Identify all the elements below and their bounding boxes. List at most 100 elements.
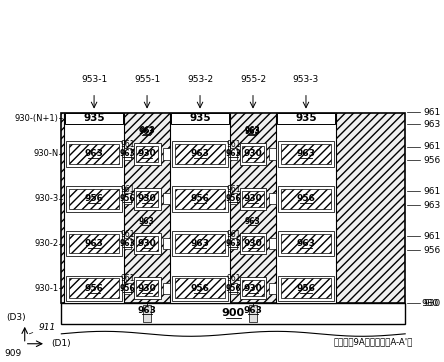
Bar <box>230 283 237 294</box>
Text: 963: 963 <box>226 150 241 159</box>
Text: 961: 961 <box>226 230 241 239</box>
Text: 961: 961 <box>120 274 135 283</box>
Text: 935: 935 <box>189 113 211 123</box>
Text: 961: 961 <box>424 108 441 117</box>
Bar <box>239 233 266 254</box>
Text: 909: 909 <box>4 349 22 358</box>
Bar <box>175 144 225 164</box>
Bar <box>134 233 161 254</box>
Text: 953-3: 953-3 <box>293 75 319 84</box>
Text: 953-1: 953-1 <box>81 75 107 84</box>
Text: 935: 935 <box>83 113 105 123</box>
Bar <box>230 238 237 249</box>
Bar <box>163 148 170 160</box>
Text: 930-N: 930-N <box>33 150 59 159</box>
Text: 930: 930 <box>421 299 439 308</box>
Bar <box>239 143 266 165</box>
Text: 963: 963 <box>85 150 103 159</box>
Text: 956: 956 <box>226 284 241 293</box>
Text: 956: 956 <box>190 284 210 293</box>
Text: 963: 963 <box>119 239 135 248</box>
Bar <box>175 234 225 253</box>
Text: 935: 935 <box>295 113 317 123</box>
Text: 961: 961 <box>120 185 135 194</box>
Bar <box>278 231 334 256</box>
Text: 961: 961 <box>120 230 135 239</box>
Bar <box>239 278 266 299</box>
Text: 955-1: 955-1 <box>134 75 160 84</box>
Text: 956: 956 <box>424 156 441 165</box>
Bar <box>134 278 161 299</box>
Text: 953-2: 953-2 <box>187 75 213 84</box>
Bar <box>69 278 119 298</box>
Bar <box>277 113 335 124</box>
Text: 930-2: 930-2 <box>34 239 59 248</box>
Bar <box>276 113 336 303</box>
Text: 930-3: 930-3 <box>34 194 59 203</box>
Bar <box>230 148 237 160</box>
Text: 961: 961 <box>424 142 441 151</box>
Text: 963: 963 <box>226 239 241 248</box>
Text: 961: 961 <box>226 274 241 283</box>
Bar <box>270 193 276 205</box>
Text: 930-(N+1): 930-(N+1) <box>15 114 59 123</box>
Text: 930: 930 <box>244 150 262 159</box>
Bar <box>242 191 264 207</box>
Text: 961: 961 <box>424 232 441 241</box>
Text: 930: 930 <box>244 194 262 203</box>
Text: 961: 961 <box>226 185 241 194</box>
Text: 956: 956 <box>119 284 135 293</box>
Bar <box>134 143 161 165</box>
Text: 963: 963 <box>424 120 441 129</box>
Text: 930: 930 <box>138 194 156 203</box>
Bar <box>270 148 276 160</box>
Bar <box>163 193 170 205</box>
Text: (D3): (D3) <box>6 313 26 322</box>
Bar <box>270 238 276 249</box>
Bar <box>136 191 158 207</box>
Bar <box>239 188 266 210</box>
Text: 963: 963 <box>424 201 441 210</box>
Text: 963: 963 <box>297 239 315 248</box>
Text: 956: 956 <box>85 284 103 293</box>
Bar <box>66 141 122 167</box>
Bar <box>249 305 257 322</box>
Bar <box>278 186 334 211</box>
Bar <box>172 186 228 211</box>
Text: 930: 930 <box>244 284 262 293</box>
Text: 963: 963 <box>190 239 210 248</box>
Text: 930: 930 <box>138 239 156 248</box>
Bar <box>69 234 119 253</box>
Bar <box>64 113 124 303</box>
Text: 963: 963 <box>119 150 135 159</box>
Text: 963: 963 <box>139 126 155 135</box>
Text: (D1): (D1) <box>52 339 71 348</box>
Bar <box>281 278 331 298</box>
Bar <box>175 189 225 209</box>
Bar <box>172 141 228 167</box>
Text: 956: 956 <box>297 284 315 293</box>
Bar <box>65 113 123 124</box>
Bar <box>136 146 158 162</box>
Bar <box>61 303 405 324</box>
Bar <box>170 113 230 303</box>
Bar <box>163 238 170 249</box>
Bar <box>172 275 228 301</box>
Text: 911: 911 <box>29 323 56 334</box>
Bar <box>124 193 131 205</box>
Text: 963: 963 <box>244 216 260 226</box>
Text: 956: 956 <box>190 194 210 203</box>
Text: 961: 961 <box>226 140 241 149</box>
Text: 930-1: 930-1 <box>34 284 59 293</box>
Bar <box>136 281 158 296</box>
Text: 963: 963 <box>245 126 261 135</box>
Text: 961: 961 <box>120 140 135 149</box>
Bar <box>143 305 151 322</box>
Bar <box>124 238 131 249</box>
Text: （沿着图9A中的切割线A-A'）: （沿着图9A中的切割线A-A'） <box>333 337 413 346</box>
Bar <box>172 231 228 256</box>
Bar <box>242 236 264 251</box>
Text: 956: 956 <box>119 194 135 203</box>
Text: 956: 956 <box>297 194 315 203</box>
Bar <box>66 231 122 256</box>
